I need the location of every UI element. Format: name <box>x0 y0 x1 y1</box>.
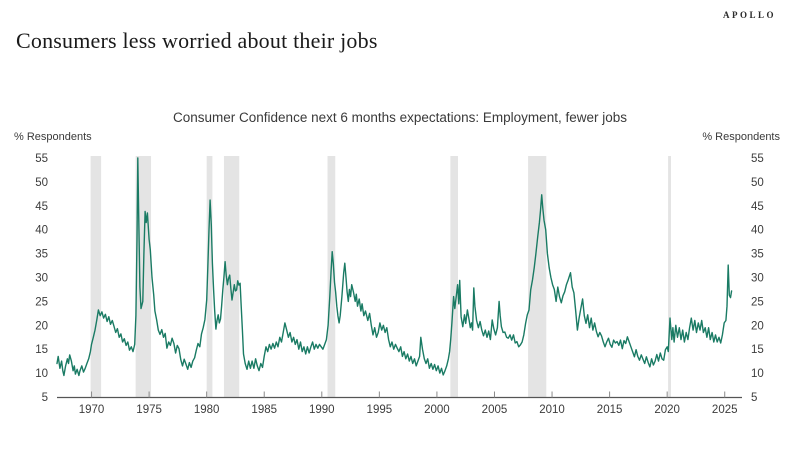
y-axis-tick-label-left: 55 <box>35 153 48 165</box>
x-axis-tick-label: 2000 <box>424 404 450 416</box>
y-axis-tick-label-left: 35 <box>35 249 48 261</box>
y-axis-tick-label-left: 15 <box>35 344 48 356</box>
x-axis-tick-label: 1985 <box>251 404 277 416</box>
x-axis-tick-label: 1975 <box>136 404 162 416</box>
recession-band <box>450 156 458 397</box>
x-axis-tick-label: 1980 <box>194 404 220 416</box>
x-axis-tick-label: 2005 <box>482 404 508 416</box>
apollo-logo: APOLLO <box>722 10 776 20</box>
x-axis-tick-label: 1970 <box>79 404 105 416</box>
y-axis-tick-label-right: 20 <box>751 320 764 332</box>
y-axis-unit-right: % Respondents <box>702 131 780 143</box>
y-axis-tick-label-left: 45 <box>35 201 48 213</box>
y-axis-tick-label-right: 5 <box>751 392 757 404</box>
recession-band <box>223 156 240 397</box>
x-axis-tick-label: 1995 <box>367 404 393 416</box>
y-axis-tick-label-left: 10 <box>35 368 48 380</box>
y-axis-tick-label-left: 20 <box>35 320 48 332</box>
y-axis-unit-left: % Respondents <box>14 131 92 143</box>
data-line-employment-fewer-jobs <box>56 157 733 377</box>
y-axis-tick-label-right: 55 <box>751 153 764 165</box>
recession-band <box>528 156 547 397</box>
chart-title: Consumer Confidence next 6 months expect… <box>173 110 627 125</box>
y-axis-tick-label-right: 40 <box>751 225 764 237</box>
y-axis-tick-label-right: 10 <box>751 368 764 380</box>
y-axis-tick-label-left: 50 <box>35 177 48 189</box>
y-axis-tick-label-right: 50 <box>751 177 764 189</box>
x-axis-tick-label: 2010 <box>539 404 565 416</box>
y-axis-tick-label-right: 45 <box>751 201 764 213</box>
y-axis-tick-label-right: 15 <box>751 344 764 356</box>
recession-band <box>206 156 213 397</box>
y-axis-tick-label-right: 30 <box>751 273 764 285</box>
y-axis-tick-label-right: 35 <box>751 249 764 261</box>
x-axis-tick-label: 2015 <box>597 404 623 416</box>
y-axis-tick-label-right: 25 <box>751 296 764 308</box>
y-axis-tick-label-left: 25 <box>35 296 48 308</box>
x-axis-tick-label: 2025 <box>712 404 738 416</box>
recession-band <box>90 156 102 397</box>
y-axis-tick-label-left: 30 <box>35 273 48 285</box>
recession-band <box>668 156 671 397</box>
y-axis-tick-label-left: 40 <box>35 225 48 237</box>
x-axis-tick-label: 1990 <box>309 404 335 416</box>
y-axis-tick-label-left: 5 <box>42 392 48 404</box>
x-axis-tick-label: 2020 <box>654 404 680 416</box>
page-title: Consumers less worried about their jobs <box>16 28 378 53</box>
